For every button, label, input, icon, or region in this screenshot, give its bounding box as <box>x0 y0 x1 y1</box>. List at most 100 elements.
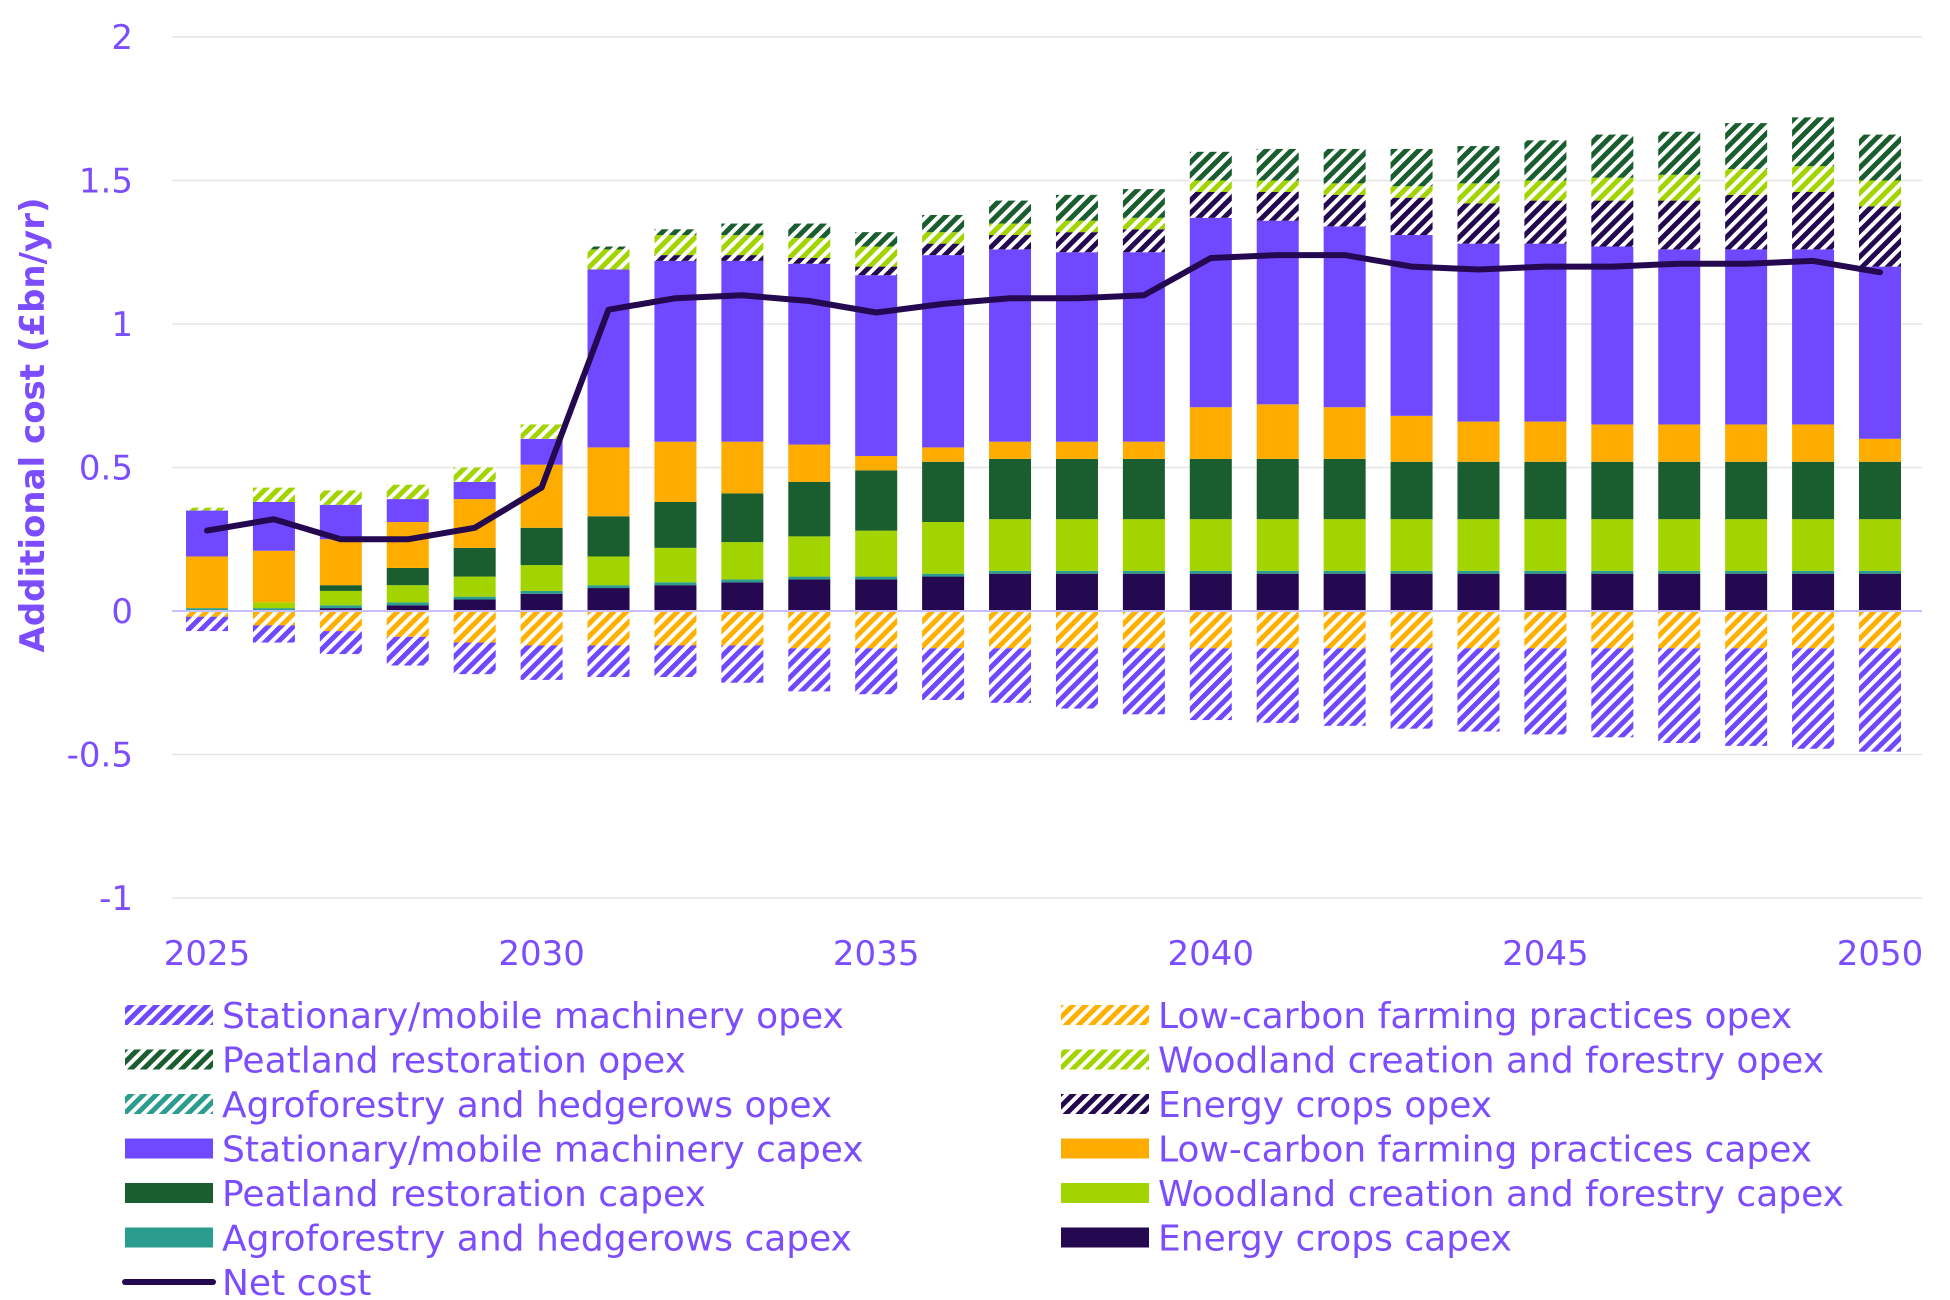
bar-energy-crops-capex-2046 <box>1591 573 1634 611</box>
bar-peatland-restoration-capex-2030 <box>520 527 563 566</box>
bar-stationary-mobile-machinery-capex-2033 <box>721 260 764 442</box>
bar-woodland-creation-and-forestry-opex-2049 <box>1792 166 1835 192</box>
bar-stack-2046 <box>1591 134 1634 738</box>
bar-low-carbon-farming-practices-opex-2034 <box>788 611 831 649</box>
bar-low-carbon-farming-practices-opex-2045 <box>1524 611 1567 649</box>
bar-energy-crops-capex-2038 <box>1055 573 1098 611</box>
bar-woodland-creation-and-forestry-capex-2033 <box>721 542 764 580</box>
bar-woodland-creation-and-forestry-capex-2048 <box>1725 519 1768 571</box>
bar-energy-crops-capex-2049 <box>1792 573 1835 611</box>
bar-stack-2034 <box>788 223 831 692</box>
bar-stack-2025 <box>186 507 228 632</box>
bar-energy-crops-opex-2041 <box>1256 191 1299 221</box>
bar-woodland-creation-and-forestry-opex-2047 <box>1658 174 1701 201</box>
bar-low-carbon-farming-practices-capex-2029 <box>453 499 496 548</box>
bar-woodland-creation-and-forestry-opex-2033 <box>721 235 764 256</box>
bar-low-carbon-farming-practices-opex-2035 <box>855 611 898 649</box>
bar-stack-2048 <box>1725 123 1768 746</box>
bar-stationary-mobile-machinery-capex-2031 <box>587 269 630 448</box>
bar-low-carbon-farming-practices-capex-2042 <box>1323 407 1366 459</box>
x-tick-label: 2050 <box>1837 934 1924 974</box>
bar-peatland-restoration-capex-2037 <box>989 458 1032 520</box>
bar-peatland-restoration-opex-2043 <box>1390 148 1433 187</box>
bar-woodland-creation-and-forestry-capex-2038 <box>1055 519 1098 571</box>
legend-swatch <box>125 1094 213 1114</box>
bar-peatland-restoration-opex-2035 <box>855 232 898 247</box>
bar-stationary-mobile-machinery-capex-2039 <box>1122 252 1165 442</box>
bar-stationary-mobile-machinery-capex-2041 <box>1256 220 1299 405</box>
bar-low-carbon-farming-practices-opex-2038 <box>1055 611 1098 649</box>
bar-peatland-restoration-capex-2047 <box>1658 461 1701 520</box>
bar-stack-2038 <box>1055 194 1098 709</box>
bar-agroforestry-and-hedgerows-capex-2048 <box>1725 570 1768 574</box>
bar-stationary-mobile-machinery-capex-2046 <box>1591 246 1634 425</box>
bar-energy-crops-capex-2035 <box>855 579 898 611</box>
bar-peatland-restoration-capex-2050 <box>1859 461 1901 520</box>
bar-stationary-mobile-machinery-opex-2039 <box>1122 648 1165 715</box>
bar-peatland-restoration-opex-2039 <box>1122 189 1165 218</box>
bar-stationary-mobile-machinery-capex-2049 <box>1792 249 1835 425</box>
bars <box>186 117 1901 752</box>
y-tick-label: 0.5 <box>79 449 133 489</box>
bar-low-carbon-farming-practices-capex-2035 <box>855 456 898 471</box>
bar-energy-crops-capex-2029 <box>453 599 496 611</box>
legend-label: Net cost <box>222 1263 371 1300</box>
bar-stationary-mobile-machinery-capex-2047 <box>1658 249 1701 425</box>
bar-energy-crops-opex-2034 <box>788 257 831 264</box>
bar-stack-2033 <box>721 223 764 683</box>
bar-woodland-creation-and-forestry-capex-2034 <box>788 536 831 577</box>
bar-woodland-creation-and-forestry-opex-2032 <box>654 235 697 256</box>
bar-energy-crops-capex-2045 <box>1524 573 1567 611</box>
legend-item-net-cost: Net cost <box>122 1263 371 1300</box>
bar-woodland-creation-and-forestry-opex-2043 <box>1390 186 1433 198</box>
bar-stationary-mobile-machinery-opex-2027 <box>319 631 362 655</box>
legend-item-woodland-creation-and-forestry-opex: Woodland creation and forestry opex <box>1061 1041 1824 1082</box>
bar-stationary-mobile-machinery-opex-2034 <box>788 648 831 692</box>
bar-peatland-restoration-capex-2038 <box>1055 458 1098 520</box>
bar-woodland-creation-and-forestry-capex-2045 <box>1524 519 1567 571</box>
bar-woodland-creation-and-forestry-opex-2045 <box>1524 180 1567 201</box>
legend-item-agroforestry-and-hedgerows-opex: Agroforestry and hedgerows opex <box>125 1085 832 1126</box>
bar-woodland-creation-and-forestry-capex-2049 <box>1792 519 1835 571</box>
bar-stationary-mobile-machinery-capex-2029 <box>453 481 496 500</box>
bar-peatland-restoration-opex-2047 <box>1658 131 1701 175</box>
bar-energy-crops-opex-2037 <box>989 235 1032 250</box>
bar-woodland-creation-and-forestry-opex-2029 <box>453 467 496 482</box>
bar-energy-crops-capex-2042 <box>1323 573 1366 611</box>
bar-peatland-restoration-capex-2029 <box>453 547 496 577</box>
bar-energy-crops-capex-2037 <box>989 573 1032 611</box>
legend-label: Agroforestry and hedgerows capex <box>222 1219 852 1260</box>
bar-stack-2037 <box>989 200 1032 703</box>
bar-stationary-mobile-machinery-opex-2031 <box>587 645 630 678</box>
bar-stationary-mobile-machinery-opex-2049 <box>1792 648 1835 749</box>
bar-woodland-creation-and-forestry-capex-2043 <box>1390 519 1433 571</box>
x-tick-label: 2040 <box>1168 934 1255 974</box>
bar-peatland-restoration-capex-2043 <box>1390 461 1433 520</box>
bar-stack-2026 <box>252 487 295 643</box>
bar-low-carbon-farming-practices-capex-2040 <box>1189 407 1232 459</box>
bar-agroforestry-and-hedgerows-capex-2031 <box>587 585 630 589</box>
bar-agroforestry-and-hedgerows-capex-2049 <box>1792 570 1835 574</box>
bar-energy-crops-opex-2042 <box>1323 194 1366 227</box>
bar-woodland-creation-and-forestry-opex-2044 <box>1457 183 1500 204</box>
legend-label: Peatland restoration capex <box>222 1174 706 1215</box>
bar-energy-crops-opex-2049 <box>1792 191 1835 250</box>
bar-low-carbon-farming-practices-capex-2039 <box>1122 441 1165 459</box>
bar-woodland-creation-and-forestry-opex-2028 <box>386 484 429 500</box>
bar-low-carbon-farming-practices-capex-2046 <box>1591 424 1634 462</box>
bar-stack-2044 <box>1457 146 1500 732</box>
bar-agroforestry-and-hedgerows-capex-2038 <box>1055 570 1098 574</box>
bar-peatland-restoration-opex-2034 <box>788 223 831 238</box>
bar-low-carbon-farming-practices-capex-2038 <box>1055 441 1098 459</box>
bar-energy-crops-opex-2043 <box>1390 197 1433 236</box>
bar-energy-crops-opex-2044 <box>1457 203 1500 244</box>
bar-energy-crops-capex-2041 <box>1256 573 1299 611</box>
bar-peatland-restoration-opex-2041 <box>1256 148 1299 181</box>
bar-woodland-creation-and-forestry-capex-2031 <box>587 556 630 586</box>
bar-low-carbon-farming-practices-opex-2026 <box>252 611 295 626</box>
bar-peatland-restoration-capex-2042 <box>1323 458 1366 520</box>
bar-peatland-restoration-capex-2041 <box>1256 458 1299 520</box>
bar-low-carbon-farming-practices-opex-2048 <box>1725 611 1768 649</box>
bar-agroforestry-and-hedgerows-capex-2027 <box>319 605 362 609</box>
